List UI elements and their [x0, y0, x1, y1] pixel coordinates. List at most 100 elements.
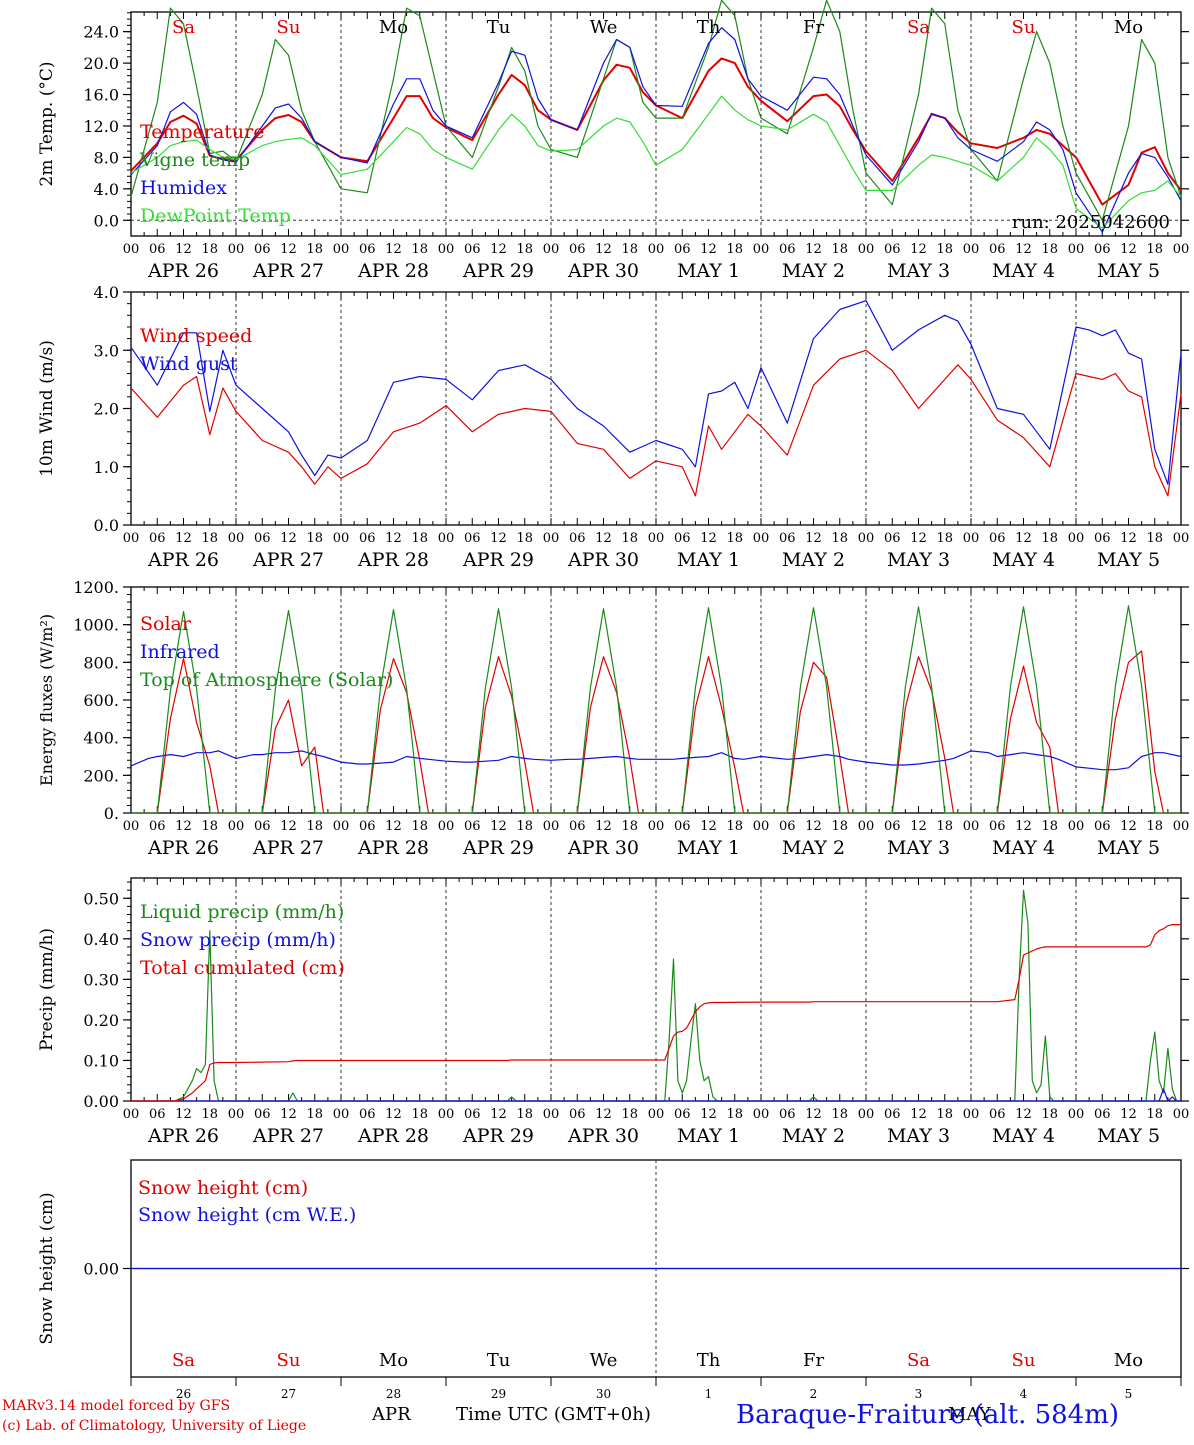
panel-precip: 0.00 0.10 0.20 0.30 0.40 0.50 Precip (mm/h) Liq…: [37, 877, 1189, 1147]
y-axis-label: Precip (mm/h): [37, 928, 57, 1051]
hour-tick-label: 00: [438, 819, 455, 834]
hour-tick-label: 06: [569, 1107, 586, 1122]
hour-tick-label: 00: [438, 1107, 455, 1122]
day-label: APR 26: [147, 837, 219, 859]
hour-tick-label: 18: [516, 819, 533, 834]
day-label: MAY 5: [1097, 1125, 1160, 1147]
hour-tick-label: 06: [674, 242, 691, 257]
hour-tick-label: 06: [989, 1107, 1006, 1122]
hour-tick-label: 12: [385, 531, 402, 546]
hour-tick-label: 12: [595, 819, 612, 834]
y-tick-label: 3.0: [94, 341, 119, 360]
hour-tick-label: 06: [149, 531, 166, 546]
day-label: APR 27: [252, 549, 324, 571]
weekday-label-top: Su: [277, 17, 301, 38]
hour-tick-label: 12: [280, 531, 297, 546]
hour-tick-label: 00: [858, 242, 875, 257]
y-axis-label: 10m Wind (m/s): [37, 340, 57, 477]
hour-tick-label: 18: [726, 242, 743, 257]
hour-tick-label: 00: [963, 1107, 980, 1122]
hour-tick-label: 06: [254, 819, 271, 834]
hour-tick-label: 00: [1068, 819, 1085, 834]
day-label: MAY 3: [887, 1125, 950, 1147]
y-tick-label: 1.0: [94, 458, 119, 477]
y-tick-label: 0.0: [94, 211, 119, 230]
hour-tick-label: 18: [726, 819, 743, 834]
hour-tick-label: 18: [411, 242, 428, 257]
weekday-label-top: Mo: [379, 17, 408, 38]
weekday-label-top: Fr: [803, 17, 824, 38]
series-line-energy-1: [130, 750, 1182, 771]
hour-tick-label: 00: [228, 242, 245, 257]
hour-tick-label: 00: [228, 1107, 245, 1122]
y-tick-label: 0.30: [83, 970, 119, 989]
model-credit-line2: (c) Lab. of Climatology, University of L…: [2, 1418, 307, 1434]
day-label: MAY 1: [677, 260, 740, 282]
hour-tick-label: 00: [123, 242, 140, 257]
y-tick-label: 0.0: [94, 516, 119, 535]
series-line-precip-2: [131, 923, 1181, 1102]
legend-entry: Snow precip (mm/h): [140, 929, 336, 951]
day-label: MAY 2: [782, 1125, 845, 1147]
y-tick-label: 4.0: [94, 283, 119, 302]
hour-tick-label: 06: [779, 531, 796, 546]
hour-tick-label: 06: [254, 242, 271, 257]
panel-snow: 0.00 Snow height (cm) Snow height (cm) Snow…: [37, 1159, 1189, 1378]
time-axis-title: Time UTC (GMT+0h): [456, 1404, 651, 1425]
day-number-label: 4: [1020, 1387, 1028, 1401]
y-tick-label: 24.0: [83, 23, 119, 42]
day-label: APR 26: [147, 1125, 219, 1147]
hour-tick-label: 12: [805, 242, 822, 257]
hour-tick-label: 06: [359, 531, 376, 546]
hour-tick-label: 06: [149, 1107, 166, 1122]
y-tick-label: 0.40: [83, 930, 119, 949]
day-label: MAY 4: [992, 549, 1055, 571]
hour-tick-label: 06: [464, 1107, 481, 1122]
day-number-label: 30: [596, 1387, 611, 1401]
hour-tick-label: 12: [910, 819, 927, 834]
hour-tick-label: 06: [359, 242, 376, 257]
hour-tick-label: 00: [648, 242, 665, 257]
series-line-temp-2: [130, 27, 1182, 233]
y-tick-label: 0.50: [83, 889, 119, 908]
hour-tick-label: 00: [438, 531, 455, 546]
hour-tick-label: 00: [333, 1107, 350, 1122]
hour-tick-label: 00: [543, 819, 560, 834]
hour-tick-label: 12: [595, 531, 612, 546]
hour-tick-label: 18: [1146, 242, 1163, 257]
hour-tick-label: 12: [175, 1107, 192, 1122]
hour-tick-label: 12: [1120, 531, 1137, 546]
day-label: APR 30: [567, 260, 639, 282]
day-label: MAY 4: [992, 837, 1055, 859]
month-label-may: MAY: [948, 1404, 991, 1425]
hour-tick-label: 00: [753, 1107, 770, 1122]
hour-tick-label: 12: [175, 242, 192, 257]
hour-tick-label: 06: [254, 1107, 271, 1122]
hour-tick-label: 18: [936, 242, 953, 257]
hour-tick-label: 18: [1041, 1107, 1058, 1122]
day-label: MAY 2: [782, 260, 845, 282]
series-line-energy-2: [131, 605, 1181, 814]
hour-tick-label: 00: [1173, 819, 1190, 834]
panel-wind: 0.0 1.0 2.0 3.0 4.0 10m Wind (m/s) Wind speed W…: [37, 283, 1189, 571]
day-number-label: 1: [705, 1387, 713, 1401]
day-label: APR 28: [357, 837, 429, 859]
y-tick-label: 0.20: [83, 1011, 119, 1030]
hour-tick-label: 06: [464, 819, 481, 834]
weekday-label-top: Sa: [172, 17, 195, 38]
hour-tick-label: 18: [201, 1107, 218, 1122]
day-label: APR 26: [147, 549, 219, 571]
hour-tick-label: 06: [674, 819, 691, 834]
day-label: APR 28: [357, 260, 429, 282]
day-number-label: 27: [281, 1387, 296, 1401]
model-credit-line1: MARv3.14 model forced by GFS: [2, 1398, 231, 1414]
hour-tick-label: 00: [123, 531, 140, 546]
hour-tick-label: 00: [963, 819, 980, 834]
hour-tick-label: 18: [726, 1107, 743, 1122]
hour-tick-label: 12: [805, 819, 822, 834]
weekday-label-bottom: Su: [1012, 1350, 1036, 1371]
hour-tick-label: 18: [201, 819, 218, 834]
hour-tick-label: 06: [1094, 1107, 1111, 1122]
